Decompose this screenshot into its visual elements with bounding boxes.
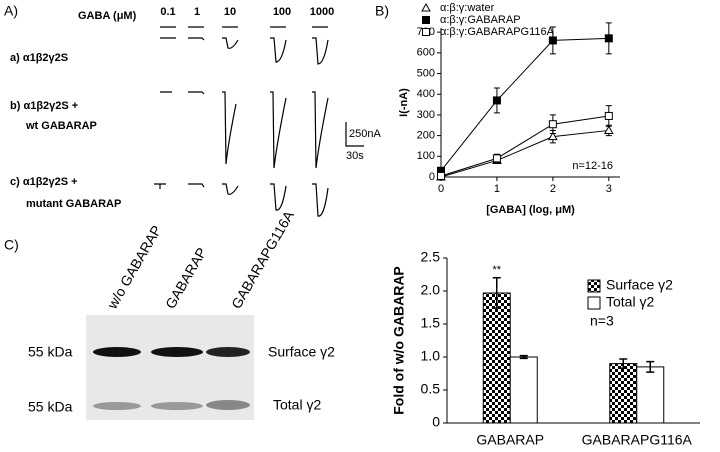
y-tick-label: 400 bbox=[417, 88, 435, 100]
x-tick-label: 0 bbox=[438, 183, 444, 195]
point bbox=[548, 131, 558, 141]
conc: 100 bbox=[273, 6, 291, 18]
legend-label: α:β:γ:GABARAPG116A bbox=[440, 26, 555, 38]
annotation: n=12-16 bbox=[572, 160, 613, 172]
x-axis-label: [GABA] (log, μM) bbox=[486, 204, 575, 216]
blot-bands bbox=[93, 347, 250, 410]
x-tick-label: GABARAP bbox=[476, 432, 544, 448]
y-tick-label: 500 bbox=[417, 67, 435, 79]
annotation: ** bbox=[492, 264, 501, 276]
conc: 1000 bbox=[310, 6, 334, 18]
legend-swatch bbox=[587, 296, 601, 310]
point bbox=[603, 125, 614, 134]
y-axis-label: Fold of w/o GABARAP bbox=[391, 266, 407, 415]
row-label: c) α1β2γ2S + bbox=[10, 176, 78, 188]
x-tick-label: GABARAPG116A bbox=[582, 432, 693, 448]
mw-marker: 55 kDa bbox=[28, 344, 73, 360]
blot-label: Total γ2 bbox=[273, 397, 321, 413]
blot-label: Surface γ2 bbox=[268, 344, 335, 360]
conc: 1 bbox=[194, 6, 200, 18]
legend-marker bbox=[421, 2, 431, 12]
point bbox=[437, 171, 445, 180]
y-axis-label: I(-nA) bbox=[398, 88, 410, 117]
legend-label: Surface γ2 bbox=[606, 277, 673, 293]
error-bar bbox=[519, 354, 528, 360]
panel-label: C) bbox=[4, 237, 19, 253]
row-label: wt GABARAP bbox=[25, 120, 97, 132]
scale-time: 30s bbox=[346, 150, 364, 162]
lane-label: GABARAPG116A bbox=[228, 207, 297, 311]
legend-label: Total γ2 bbox=[606, 294, 654, 310]
point bbox=[492, 154, 501, 163]
lane-label: w/o GABARAP bbox=[103, 222, 164, 312]
legend-marker bbox=[422, 28, 430, 36]
annotation: n=3 bbox=[590, 313, 614, 329]
y-tick-label: 0 bbox=[432, 414, 440, 430]
bar bbox=[482, 292, 511, 424]
bar-chart: 0 0.5 1.0 1.5 2.0 2.5 Fold of w/o GABARAP GABAR… bbox=[391, 249, 700, 448]
x-tick-label: 2 bbox=[550, 183, 556, 195]
panel-label: B) bbox=[375, 3, 389, 19]
point bbox=[548, 36, 557, 45]
legend-label: α:β:γ:water bbox=[440, 2, 495, 14]
y-tick-label: 300 bbox=[417, 109, 435, 121]
scale-current: 250nA bbox=[349, 128, 381, 140]
y-tick-label: 200 bbox=[417, 130, 435, 142]
row-label: b) α1β2γ2S + bbox=[10, 100, 78, 112]
panel-label: A) bbox=[4, 3, 18, 19]
bar bbox=[609, 363, 638, 424]
error-bar bbox=[646, 360, 655, 373]
legend-label: α:β:γ:GABARAP bbox=[440, 14, 521, 26]
lane-label: GABARAP bbox=[162, 245, 210, 312]
row-label: a) α1β2γ2S bbox=[10, 52, 68, 64]
error-bar bbox=[492, 277, 501, 309]
point bbox=[604, 111, 613, 120]
y-tick-label: 600 bbox=[417, 47, 435, 59]
axes bbox=[440, 28, 620, 178]
bar bbox=[509, 356, 538, 424]
series-line bbox=[440, 37, 609, 172]
point bbox=[548, 120, 557, 129]
x-tick-label: 3 bbox=[606, 183, 612, 195]
gaba-label: GABA (μM) bbox=[78, 10, 137, 22]
series-line bbox=[440, 129, 609, 178]
y-tick-label: 0 bbox=[429, 171, 435, 183]
legend-marker bbox=[422, 16, 430, 24]
y-tick-label: 100 bbox=[417, 150, 435, 162]
y-tick-label: 1.0 bbox=[421, 348, 441, 364]
x-tick-label: 1 bbox=[494, 183, 500, 195]
current-traces bbox=[154, 37, 329, 217]
y-tick-label: 1.5 bbox=[421, 315, 441, 331]
y-tick-label: 2.0 bbox=[421, 282, 441, 298]
legend-swatch bbox=[587, 279, 601, 293]
row-label: mutant GABARAP bbox=[26, 198, 121, 210]
bar bbox=[636, 366, 665, 424]
scale-bar bbox=[345, 122, 364, 147]
series-line bbox=[440, 115, 609, 177]
point bbox=[492, 96, 501, 105]
y-tick-label: 0.5 bbox=[421, 381, 441, 397]
point bbox=[604, 34, 613, 43]
line-chart: 01002003004005006007000123[GABA] (log, μ… bbox=[398, 2, 620, 216]
conc: 10 bbox=[224, 6, 236, 18]
y-tick-label: 2.5 bbox=[421, 249, 441, 265]
error-bar bbox=[619, 358, 628, 369]
conc: 0.1 bbox=[160, 6, 175, 18]
mw-marker: 55 kDa bbox=[28, 399, 73, 415]
